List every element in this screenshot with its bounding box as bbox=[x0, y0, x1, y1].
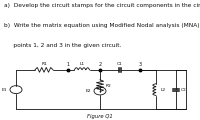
Text: C1: C1 bbox=[117, 62, 123, 66]
Text: points 1, 2 and 3 in the given circuit.: points 1, 2 and 3 in the given circuit. bbox=[4, 43, 121, 48]
Text: R2: R2 bbox=[106, 84, 111, 88]
Text: b)  Write the matrix equation using Modified Nodal analysis (MNA) to find the vo: b) Write the matrix equation using Modif… bbox=[4, 23, 200, 28]
Text: E1: E1 bbox=[2, 88, 7, 92]
Text: L1: L1 bbox=[79, 62, 85, 66]
Text: Figure Q1: Figure Q1 bbox=[87, 114, 113, 119]
Text: R1: R1 bbox=[41, 62, 47, 66]
Text: 1: 1 bbox=[66, 62, 70, 67]
Text: 3: 3 bbox=[138, 62, 142, 67]
Text: C2: C2 bbox=[181, 88, 187, 92]
Text: L2: L2 bbox=[160, 88, 166, 92]
Text: a)  Develop the circuit stamps for the circuit components in the circuit shown i: a) Develop the circuit stamps for the ci… bbox=[4, 3, 200, 8]
Text: 2: 2 bbox=[98, 62, 102, 67]
Text: E2: E2 bbox=[86, 89, 91, 93]
